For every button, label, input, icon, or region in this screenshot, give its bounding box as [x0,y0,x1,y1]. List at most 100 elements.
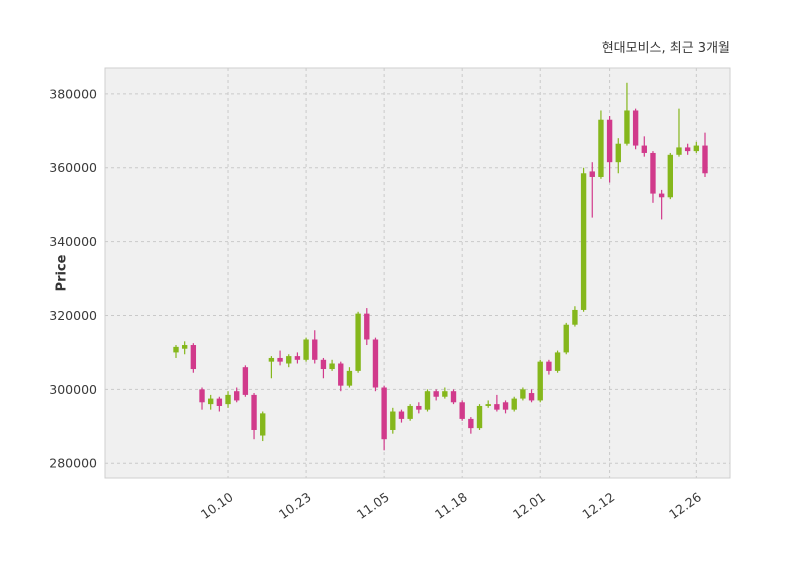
candle [199,387,205,410]
y-tick-label: 320000 [49,308,97,323]
candle [442,387,448,399]
candle-body [606,119,613,163]
candle-body [190,345,197,370]
candle [303,337,309,362]
candle [286,354,292,368]
candle [260,411,266,442]
candle [381,385,387,451]
candle-body [208,398,214,405]
plot-border [104,67,731,479]
candle [563,322,569,355]
y-tick-label: 300000 [49,382,97,397]
candle [676,108,682,157]
candle [312,330,318,364]
y-tick-label: 280000 [49,456,97,471]
candle [667,152,673,200]
candle-body [407,405,413,419]
candle-body [338,363,344,386]
candle-body [476,405,483,429]
candle [615,138,621,174]
candle [459,400,465,421]
candle [277,350,283,366]
candle [485,400,491,408]
candle-body [684,147,691,152]
candle-body [424,391,431,410]
x-tick-label: 11.18 [432,489,470,522]
candle-body [398,411,405,419]
y-tick-labels: 280000 300000 320000 340000 360000 380000 [49,86,97,470]
candle [294,352,301,364]
candle [268,356,275,379]
candle-body [546,361,552,371]
candle-body [173,346,179,353]
candles [173,82,708,451]
candle-body [676,147,682,155]
candle-body [459,402,465,419]
candle [702,132,708,177]
candle-body [502,402,509,410]
candle-body [511,398,517,410]
candle [494,394,500,412]
x-tick-label: 12.26 [666,489,704,522]
candle [208,394,214,410]
candle-body [260,413,266,436]
candle-body [650,152,656,194]
candle-body [329,363,335,370]
x-tick-label: 11.05 [354,489,392,522]
candle-body [372,339,379,388]
candle-body [598,119,604,177]
candle [520,387,526,401]
candle [606,116,613,183]
x-tick-labels: 10.10 10.23 11.05 11.18 12.01 12.12 12.26 [198,489,704,522]
candle-body [442,391,448,397]
candle-body [355,313,361,371]
candle-body [286,356,292,364]
candle [338,361,344,392]
candle-body [303,339,309,360]
candle-body [520,389,526,399]
candle-body [268,357,275,362]
candle [658,189,665,220]
candle-body [485,404,491,406]
candle [372,337,379,392]
candle-body [572,309,578,325]
candle [433,389,439,401]
candle-body [693,145,700,152]
candle [398,409,405,423]
candle-body [468,418,474,429]
candle-body [225,394,231,405]
candle [320,357,327,379]
grid [105,68,730,478]
candle-body [554,352,561,371]
candle [450,389,457,405]
candle-body [320,359,327,370]
candle-body [450,391,457,403]
candle [528,389,535,403]
candle [242,365,249,397]
candle [329,359,335,371]
candle-body [312,339,318,360]
candle [424,389,431,412]
candle-body [580,173,587,310]
candle-body [641,145,647,153]
candle [346,367,353,388]
candle [390,407,396,434]
candle [407,404,413,421]
candle [693,141,700,153]
candle-body [277,357,283,362]
y-axis-label: Price [54,254,70,292]
candle [225,391,231,408]
candle [511,396,517,412]
candle [502,400,509,414]
candle [364,308,370,346]
y-tick-label: 360000 [49,160,97,175]
candle-body [390,411,396,430]
candle [181,341,188,355]
candle [355,311,361,373]
x-tick-label: 12.01 [510,489,548,522]
candle-body [381,387,387,440]
candle-body [433,391,439,397]
candle [476,404,483,430]
